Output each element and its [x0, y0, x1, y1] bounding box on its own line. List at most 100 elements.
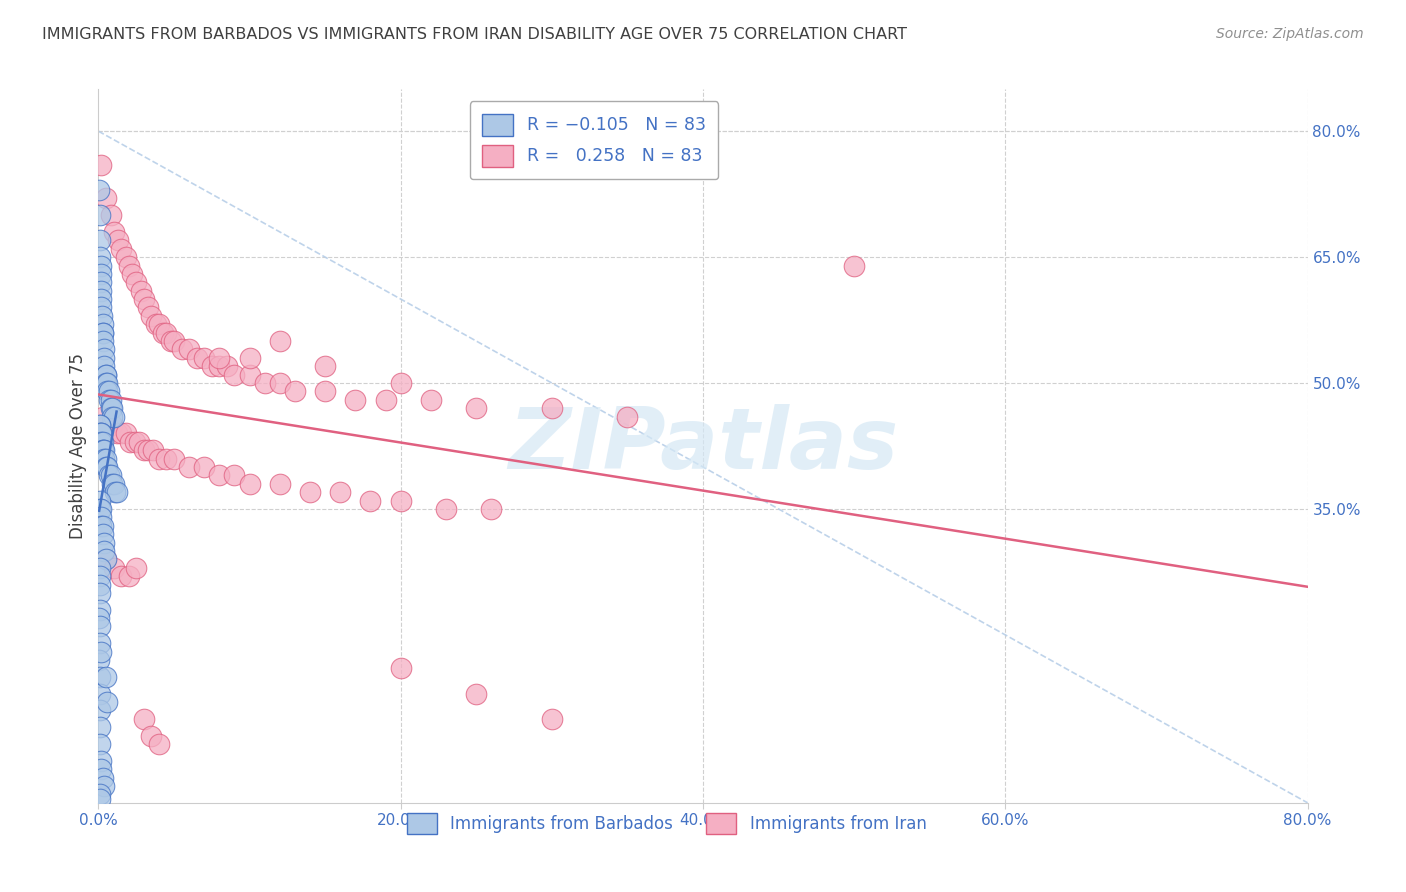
Point: [155, 326, 177, 340]
Point: [129, 284, 152, 298]
Point: [120, 434, 142, 449]
Point: [314, 384, 336, 399]
Point: [93, 544, 115, 558]
Point: [90, 762, 112, 776]
Point: [124, 434, 146, 449]
Point: [90, 645, 112, 659]
Point: [94, 368, 117, 382]
Point: [114, 426, 136, 441]
Point: [105, 485, 128, 500]
Point: [616, 409, 638, 424]
Point: [91, 771, 114, 785]
Point: [374, 392, 396, 407]
Point: [186, 351, 208, 365]
Point: [193, 351, 215, 365]
Point: [136, 301, 159, 315]
Point: [93, 359, 115, 374]
Point: [89, 586, 111, 600]
Point: [141, 309, 163, 323]
Point: [89, 502, 111, 516]
Point: [208, 468, 231, 483]
Point: [434, 502, 457, 516]
Point: [103, 476, 125, 491]
Point: [224, 468, 246, 483]
Point: [93, 451, 115, 466]
Point: [148, 318, 170, 332]
Point: [118, 569, 141, 583]
Point: [90, 301, 112, 315]
Point: [90, 434, 112, 449]
Point: [299, 485, 322, 500]
Point: [89, 720, 111, 734]
Point: [540, 401, 562, 416]
Point: [90, 267, 112, 281]
Point: [93, 443, 115, 458]
Point: [104, 485, 127, 500]
Point: [193, 460, 215, 475]
Point: [389, 661, 412, 675]
Point: [141, 729, 163, 743]
Point: [94, 376, 117, 390]
Point: [101, 417, 124, 432]
Point: [89, 687, 111, 701]
Point: [89, 788, 111, 802]
Point: [93, 351, 115, 365]
Point: [90, 284, 112, 298]
Point: [94, 451, 117, 466]
Point: [101, 409, 124, 424]
Point: [90, 275, 112, 289]
Point: [94, 460, 117, 475]
Point: [96, 384, 118, 399]
Point: [100, 401, 122, 416]
Point: [96, 460, 118, 475]
Point: [101, 401, 124, 416]
Point: [93, 343, 115, 357]
Point: [107, 233, 129, 247]
Point: [96, 417, 118, 432]
Point: [89, 417, 111, 432]
Point: [89, 791, 111, 805]
Point: [145, 318, 167, 332]
Point: [89, 737, 111, 751]
Point: [155, 451, 177, 466]
Point: [89, 670, 111, 684]
Text: Source: ZipAtlas.com: Source: ZipAtlas.com: [1216, 27, 1364, 41]
Point: [89, 653, 111, 667]
Point: [90, 518, 112, 533]
Point: [110, 426, 132, 441]
Point: [93, 779, 115, 793]
Point: [125, 275, 148, 289]
Point: [540, 712, 562, 726]
Text: ZIPatlas: ZIPatlas: [508, 404, 898, 488]
Point: [179, 343, 201, 357]
Point: [90, 510, 112, 524]
Point: [90, 502, 112, 516]
Point: [89, 569, 111, 583]
Point: [201, 359, 224, 374]
Point: [91, 518, 114, 533]
Point: [269, 476, 291, 491]
Point: [132, 292, 155, 306]
Point: [91, 326, 114, 340]
Point: [329, 485, 352, 500]
Point: [148, 737, 170, 751]
Point: [284, 384, 307, 399]
Point: [90, 158, 112, 172]
Point: [136, 443, 159, 458]
Point: [314, 359, 336, 374]
Point: [89, 417, 111, 432]
Point: [389, 376, 412, 390]
Point: [90, 426, 112, 441]
Point: [110, 242, 132, 256]
Point: [142, 443, 165, 458]
Point: [100, 208, 122, 222]
Point: [89, 208, 111, 222]
Point: [89, 426, 111, 441]
Point: [132, 443, 155, 458]
Point: [344, 392, 367, 407]
Point: [91, 334, 114, 348]
Point: [148, 451, 170, 466]
Point: [215, 359, 238, 374]
Point: [114, 250, 136, 264]
Point: [94, 552, 117, 566]
